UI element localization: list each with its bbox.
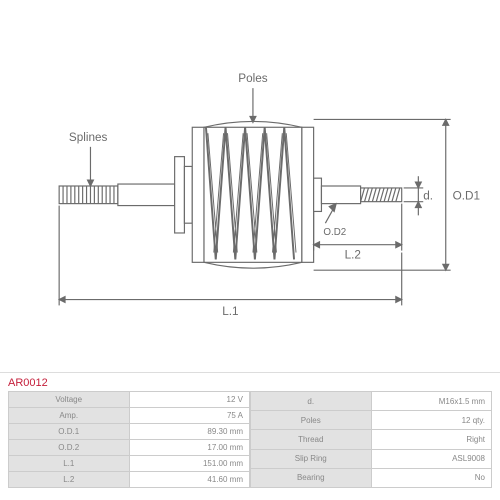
spec-value: 151.00 mm: [129, 456, 250, 472]
spec-value: 17.00 mm: [129, 440, 250, 456]
spec-label: Voltage: [9, 392, 130, 408]
spec-value: M16x1.5 mm: [371, 392, 492, 411]
spec-label: Slip Ring: [251, 449, 372, 468]
technical-diagram: Poles Splines O.D1 d. O.D2 L.2 L.1: [0, 0, 500, 372]
label-od1: O.D1: [453, 190, 480, 203]
spec-label: O.D.2: [9, 440, 130, 456]
spec-label: Bearing: [251, 468, 372, 487]
spec-table-left: Voltage12 VAmp.75 AO.D.189.30 mmO.D.217.…: [8, 391, 250, 488]
spec-row: Amp.75 A: [9, 408, 250, 424]
spec-table-right: d.M16x1.5 mmPoles12 qty.ThreadRightSlip …: [250, 391, 492, 488]
spec-value: 75 A: [129, 408, 250, 424]
spec-label: L.2: [9, 472, 130, 488]
rotor-diagram: Poles Splines O.D1 d. O.D2 L.2 L.1: [20, 20, 480, 352]
spec-row: BearingNo: [251, 468, 492, 487]
spec-row: Poles12 qty.: [251, 411, 492, 430]
spec-row: O.D.189.30 mm: [9, 424, 250, 440]
label-splines: Splines: [69, 131, 108, 144]
spec-value: Right: [371, 430, 492, 449]
spec-row: d.M16x1.5 mm: [251, 392, 492, 411]
label-d: d.: [423, 190, 433, 203]
spec-label: Poles: [251, 411, 372, 430]
spec-value: 89.30 mm: [129, 424, 250, 440]
spec-row: L.1151.00 mm: [9, 456, 250, 472]
spec-value: 41.60 mm: [129, 472, 250, 488]
spec-row: L.241.60 mm: [9, 472, 250, 488]
spec-value: ASL9008: [371, 449, 492, 468]
part-number: AR0012: [0, 372, 500, 391]
spec-row: ThreadRight: [251, 430, 492, 449]
label-l2: L.2: [345, 248, 361, 261]
spec-label: d.: [251, 392, 372, 411]
spec-row: Voltage12 V: [9, 392, 250, 408]
label-od2: O.D2: [323, 227, 346, 238]
spec-tables: Voltage12 VAmp.75 AO.D.189.30 mmO.D.217.…: [0, 391, 500, 500]
spec-label: L.1: [9, 456, 130, 472]
spec-value: 12 V: [129, 392, 250, 408]
spec-row: O.D.217.00 mm: [9, 440, 250, 456]
spec-row: Slip RingASL9008: [251, 449, 492, 468]
spec-value: 12 qty.: [371, 411, 492, 430]
label-l1: L.1: [222, 305, 238, 318]
spec-value: No: [371, 468, 492, 487]
spec-label: Thread: [251, 430, 372, 449]
spec-label: O.D.1: [9, 424, 130, 440]
label-poles: Poles: [238, 72, 267, 85]
spec-label: Amp.: [9, 408, 130, 424]
